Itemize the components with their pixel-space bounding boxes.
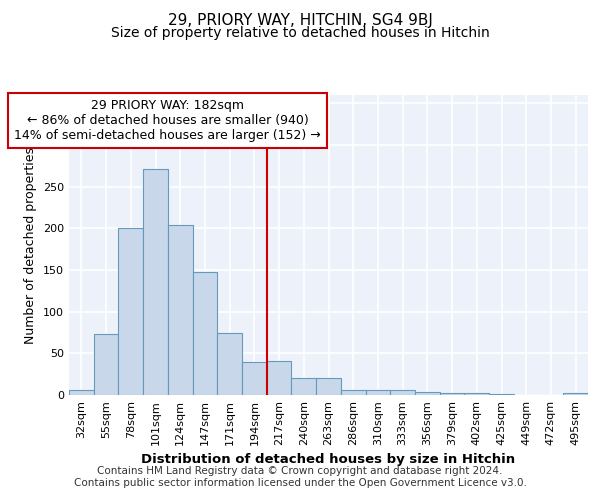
Bar [440,392,464,395]
X-axis label: Distribution of detached houses by size in Hitchin: Distribution of detached houses by size … [142,454,515,466]
Bar [489,394,514,395]
Bar [415,392,440,395]
Text: Contains HM Land Registry data © Crown copyright and database right 2024.
Contai: Contains HM Land Registry data © Crown c… [74,466,526,487]
Bar [341,390,365,395]
Bar [217,334,242,395]
Bar [390,390,415,395]
Bar [242,362,267,395]
Bar [168,225,193,395]
Text: 29 PRIORY WAY: 182sqm
← 86% of detached houses are smaller (940)
14% of semi-det: 29 PRIORY WAY: 182sqm ← 86% of detached … [14,99,321,142]
Bar [365,390,390,395]
Y-axis label: Number of detached properties: Number of detached properties [25,146,37,344]
Bar [69,390,94,395]
Bar [316,378,341,395]
Bar [193,272,217,395]
Text: 29, PRIORY WAY, HITCHIN, SG4 9BJ: 29, PRIORY WAY, HITCHIN, SG4 9BJ [167,12,433,28]
Text: Size of property relative to detached houses in Hitchin: Size of property relative to detached ho… [110,26,490,40]
Bar [118,228,143,395]
Bar [292,378,316,395]
Bar [563,392,588,395]
Bar [94,334,118,395]
Bar [143,169,168,395]
Bar [464,394,489,395]
Bar [267,361,292,395]
